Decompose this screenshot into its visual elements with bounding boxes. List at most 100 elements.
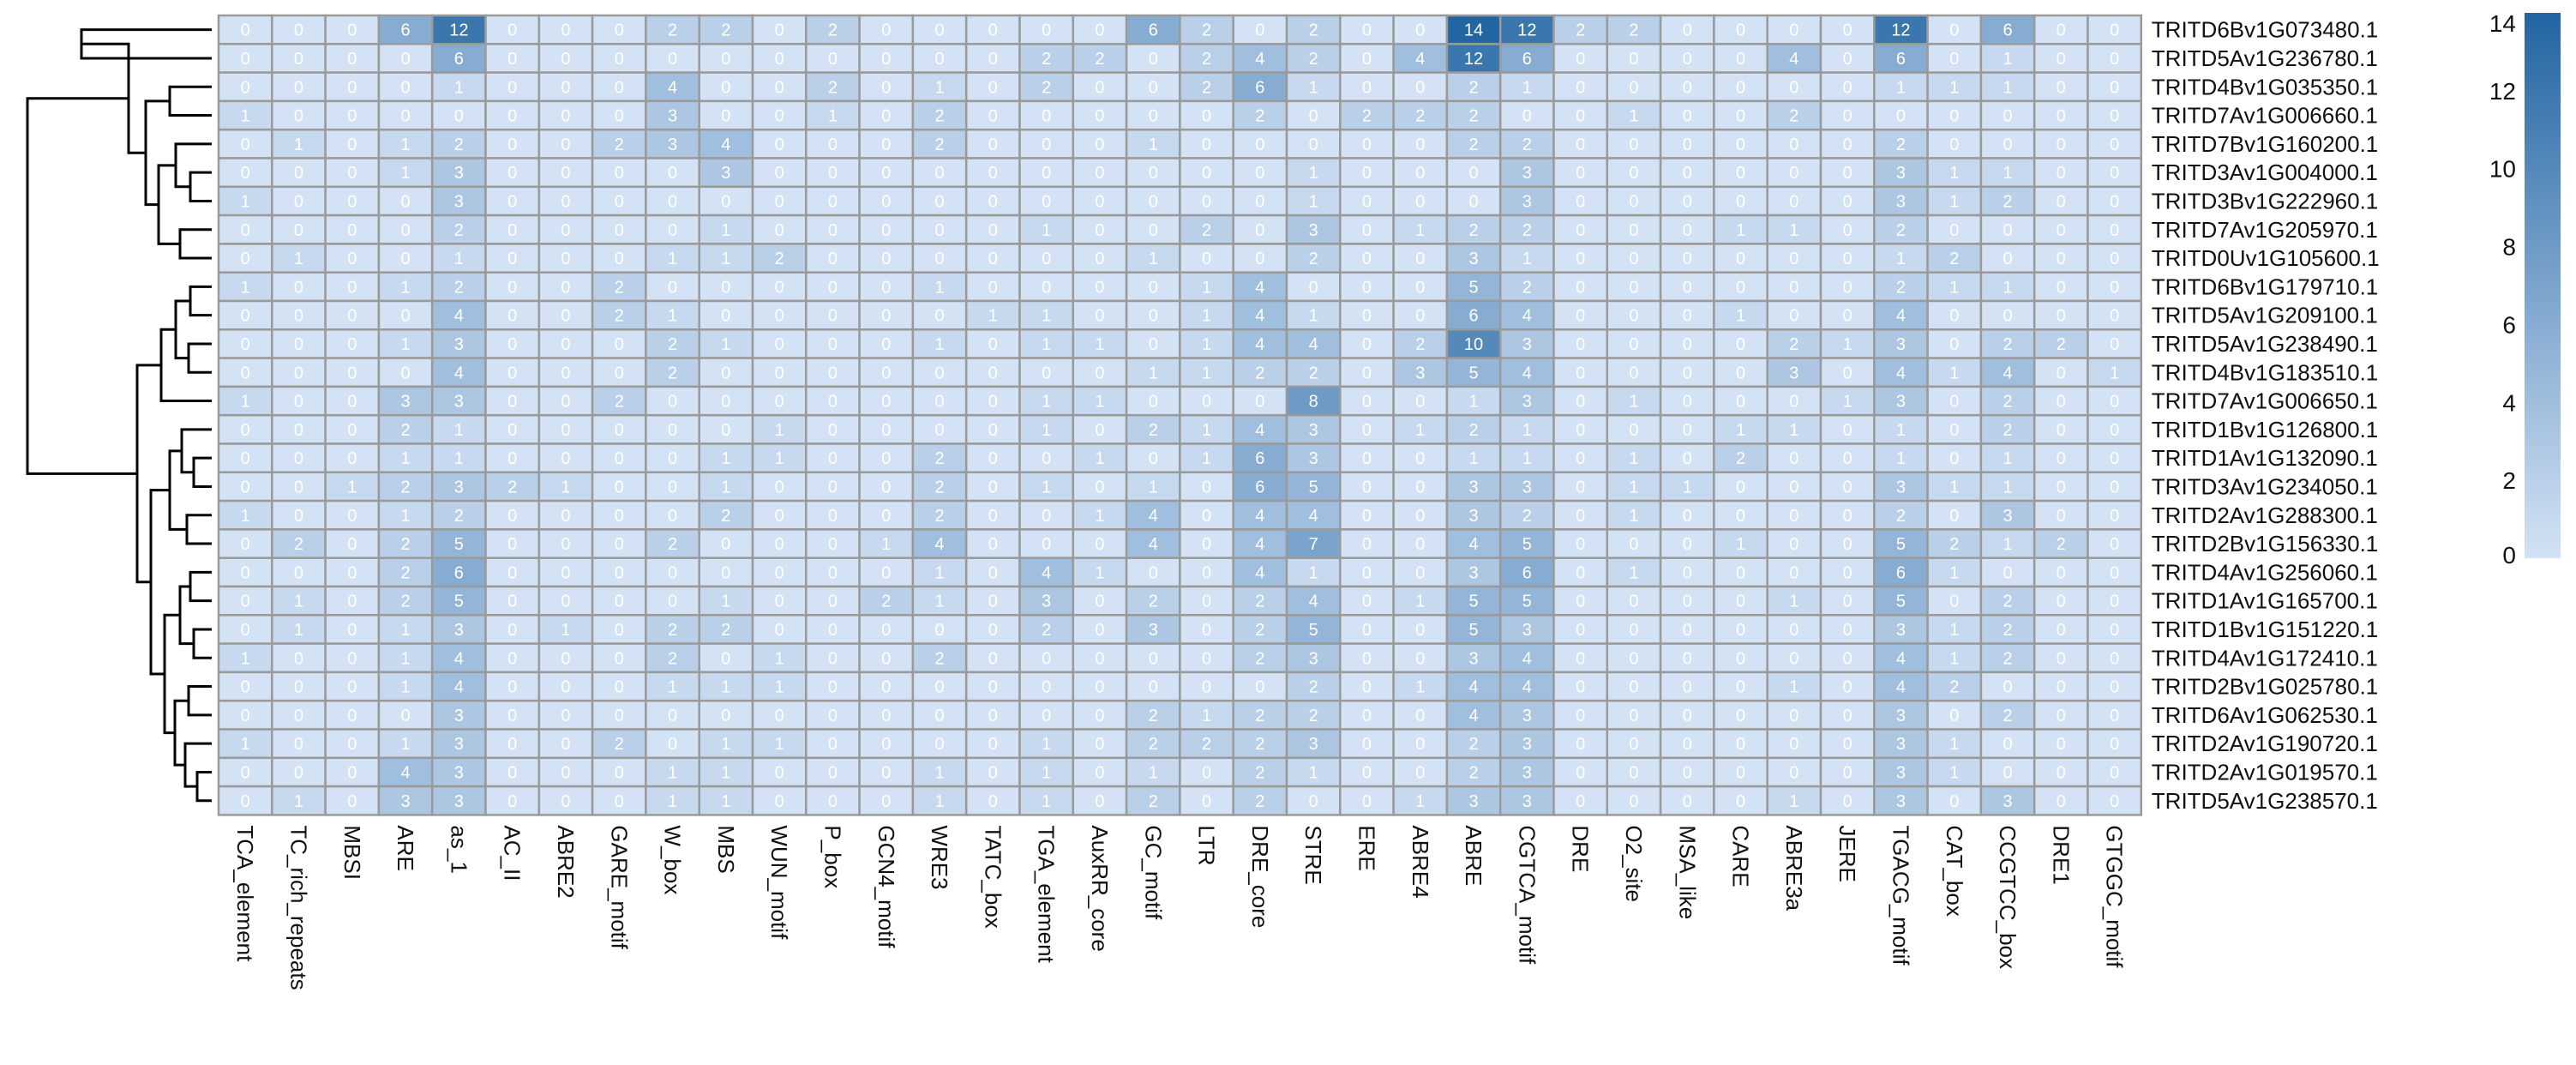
heatmap-cell — [1018, 43, 1075, 74]
heatmap-cell — [645, 243, 700, 274]
cell-value-label: 0 — [934, 364, 944, 382]
cell-value-label: 0 — [1843, 449, 1852, 468]
heatmap-cell — [484, 185, 541, 217]
heatmap-cell — [537, 642, 594, 674]
cell-value-label: 0 — [1202, 107, 1211, 126]
cell-value-label: 0 — [241, 763, 250, 782]
cell-value-label: 0 — [1843, 535, 1852, 554]
cell-value-label: 0 — [507, 593, 517, 611]
cell-value-label: 5 — [454, 535, 464, 554]
cell-value-label: 0 — [561, 707, 570, 725]
heatmap-cell — [698, 14, 754, 45]
heatmap-cell — [1339, 585, 1395, 617]
heatmap-cell — [1392, 328, 1449, 359]
cell-value-label: 0 — [1736, 164, 1745, 183]
cell-value-label: 0 — [294, 393, 303, 412]
cell-value-label: 0 — [1576, 593, 1585, 611]
cell-value-label: 2 — [1309, 678, 1318, 697]
heatmap-cell — [1339, 557, 1395, 588]
heatmap-cell — [1873, 128, 1929, 159]
cell-value-label: 0 — [881, 50, 891, 69]
cell-value-label: 4 — [1468, 535, 1478, 554]
cell-value-label: 0 — [1362, 278, 1372, 297]
cell-value-label: 3 — [1522, 164, 1532, 183]
cell-value-label: 0 — [828, 135, 838, 154]
cell-value-label: 0 — [1202, 563, 1211, 582]
cell-value-label: 3 — [1522, 735, 1532, 754]
cell-value-label: 0 — [2057, 449, 2066, 468]
cell-value-label: 2 — [615, 135, 624, 154]
cell-value-label: 0 — [1095, 192, 1104, 211]
cell-value-label: 0 — [775, 50, 784, 69]
cell-value-label: 0 — [1255, 135, 1264, 154]
cell-value-label: 0 — [1095, 792, 1104, 811]
heatmap-cell — [698, 128, 754, 159]
heatmap-cell — [537, 328, 594, 359]
cell-value-label: 1 — [1896, 421, 1906, 440]
cell-value-label: 0 — [934, 678, 944, 697]
cell-value-label: 0 — [1683, 21, 1692, 40]
cell-value-label: 0 — [507, 335, 517, 354]
cell-value-label: 4 — [1042, 563, 1051, 582]
heatmap-cell — [1392, 442, 1449, 474]
cell-value-label: 0 — [1415, 135, 1425, 154]
cell-value-label: 2 — [828, 78, 838, 97]
cell-value-label: 0 — [1576, 649, 1585, 668]
heatmap-cell — [1819, 528, 1876, 559]
cell-value-label: 0 — [507, 792, 517, 811]
cell-value-label: 0 — [1789, 164, 1798, 183]
cell-value-label: 4 — [1522, 678, 1532, 697]
cell-value-label: 2 — [934, 478, 944, 496]
cell-value-label: 0 — [1789, 78, 1798, 97]
cell-value-label: 1 — [668, 250, 677, 268]
cell-value-label: 0 — [1736, 478, 1745, 496]
heatmap-cell — [1285, 756, 1342, 788]
cell-value-label: 2 — [1896, 278, 1906, 297]
cell-value-label: 0 — [507, 78, 517, 97]
heatmap-cell — [1072, 699, 1128, 731]
heatmap-cell — [2087, 557, 2143, 588]
cell-value-label: 0 — [1789, 535, 1798, 554]
cell-value-label: 0 — [934, 50, 944, 69]
cell-value-label: 4 — [668, 78, 677, 97]
cell-value-label: 0 — [1095, 278, 1104, 297]
heatmap-cell — [645, 499, 700, 531]
heatmap-cell — [1232, 157, 1288, 189]
cell-value-label: 0 — [721, 278, 730, 297]
cell-value-label: 3 — [454, 192, 464, 211]
cell-value-label: 0 — [988, 278, 998, 297]
cell-value-label: 1 — [1468, 449, 1478, 468]
cell-value-label: 0 — [347, 164, 357, 183]
cell-value-label: 0 — [1789, 278, 1798, 297]
cell-value-label: 1 — [454, 78, 464, 97]
cell-value-label: 0 — [2057, 735, 2066, 754]
heatmap-cell — [1232, 642, 1288, 674]
cell-value-label: 0 — [1362, 50, 1372, 69]
cell-value-label: 0 — [1255, 21, 1264, 40]
cell-value-label: 3 — [1309, 449, 1318, 468]
row-label: TRITD5Av1G209100.1 — [2152, 303, 2378, 328]
cell-value-label: 0 — [1629, 135, 1638, 154]
cell-value-label: 3 — [454, 763, 464, 782]
cell-value-label: 0 — [1736, 763, 1745, 782]
heatmap-cell — [1339, 43, 1395, 74]
cell-value-label: 3 — [1896, 335, 1906, 354]
heatmap-cell — [1498, 43, 1555, 74]
cell-value-label: 0 — [1149, 221, 1158, 240]
cell-value-label: 0 — [1736, 335, 1745, 354]
cell-value-label: 3 — [454, 478, 464, 496]
cell-value-label: 1 — [1949, 478, 1959, 496]
cell-value-label: 0 — [347, 763, 357, 782]
cell-value-label: 1 — [1843, 335, 1852, 354]
cell-value-label: 0 — [241, 792, 250, 811]
heatmap-cell — [1285, 128, 1342, 159]
heatmap-cell — [1659, 471, 1715, 502]
cell-value-label: 0 — [347, 50, 357, 69]
heatmap-cell — [271, 585, 327, 617]
cell-value-label: 0 — [1843, 50, 1852, 69]
cell-value-label: 0 — [1362, 649, 1372, 668]
heatmap-cell — [2087, 442, 2143, 474]
cell-value-label: 0 — [1683, 535, 1692, 554]
cell-value-label: 0 — [775, 78, 784, 97]
cell-value-label: 1 — [1042, 335, 1051, 354]
